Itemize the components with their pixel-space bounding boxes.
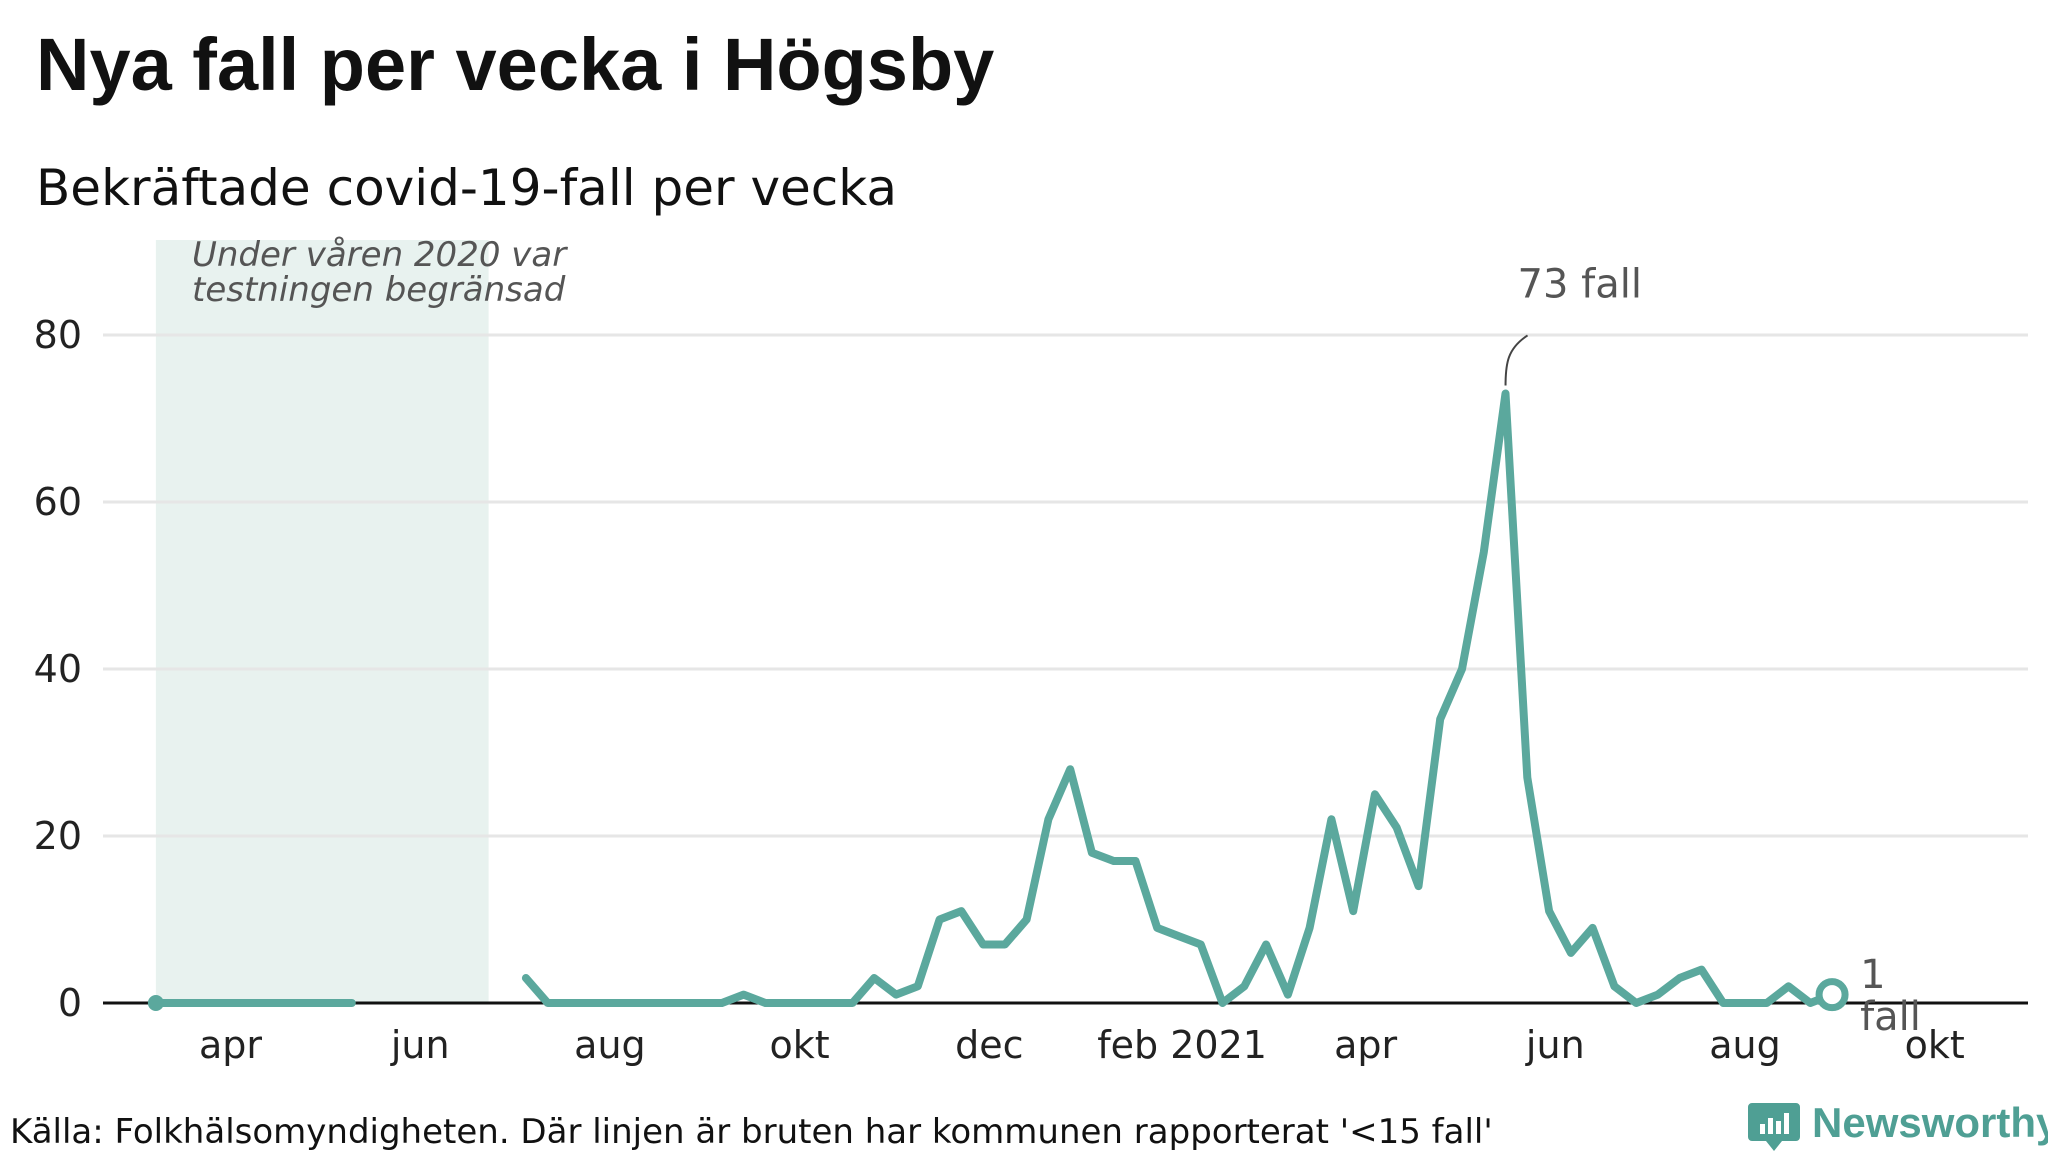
y-tick-label: 80: [34, 313, 82, 357]
x-tick-label: okt: [1905, 1023, 1965, 1067]
newsworthy-logo: Newsworthy: [1748, 1099, 2048, 1151]
peak-leader-line: [1504, 334, 1529, 386]
x-tick-label: apr: [199, 1023, 262, 1067]
band-note-line-2: testningen begränsad: [192, 270, 566, 310]
x-tick-label: apr: [1334, 1023, 1397, 1067]
limited-testing-band: [155, 240, 489, 1003]
y-axis-ticks: 0 20 40 60 80: [34, 313, 82, 1025]
cases-series: [147, 389, 1849, 1012]
newsworthy-logo-icon: [1748, 1103, 1800, 1151]
x-tick-label: aug: [574, 1023, 646, 1067]
x-tick-label: jun: [390, 1023, 450, 1067]
band-note-line-1: Under våren 2020 var: [192, 235, 568, 275]
series-line-segment: [521, 389, 1837, 1007]
annotations: [1504, 334, 1529, 386]
x-tick-label: dec: [955, 1023, 1023, 1067]
y-tick-label: 20: [34, 814, 82, 858]
chart-subtitle: Bekräftade covid-19-fall per vecka: [36, 159, 897, 217]
y-tick-label: 40: [34, 647, 82, 691]
source-note: Källa: Folkhälsomyndigheten. Där linjen …: [10, 1112, 1493, 1152]
limited-testing-band-rect: [155, 240, 489, 1003]
x-tick-label: jun: [1525, 1023, 1585, 1067]
last-value-label-unit: fall: [1860, 994, 1921, 1040]
chart-title: Nya fall per vecka i Högsby: [36, 23, 994, 106]
y-tick-label: 0: [58, 981, 82, 1025]
x-tick-label: feb 2021: [1097, 1023, 1267, 1067]
brand-name: Newsworthy: [1812, 1099, 2048, 1146]
x-tick-label: aug: [1709, 1023, 1781, 1067]
y-tick-label: 60: [34, 480, 82, 524]
series-end-point: [1815, 978, 1849, 1012]
series-start-point: [147, 995, 164, 1011]
x-tick-label: okt: [770, 1023, 830, 1067]
peak-label: 73 fall: [1518, 261, 1642, 307]
x-axis-ticks: apr jun aug okt dec feb 2021 apr jun aug okt: [199, 1023, 1965, 1067]
last-value-label-number: 1: [1860, 952, 1885, 998]
gridlines: [103, 333, 2028, 1005]
